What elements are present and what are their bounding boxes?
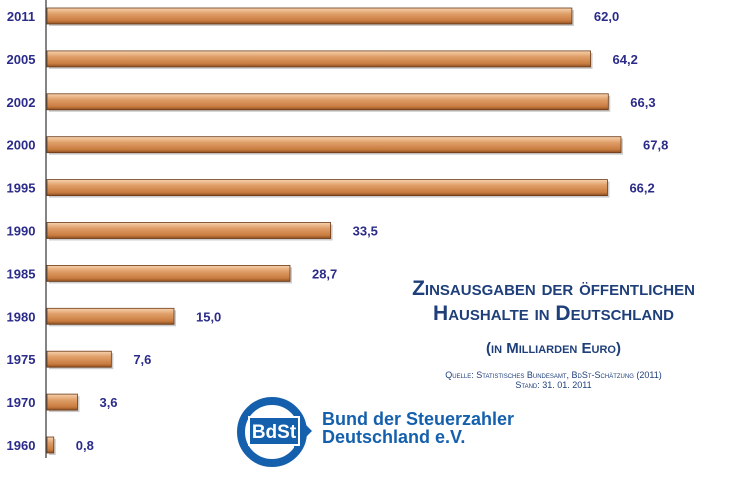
org-line-1: Bund der Steuerzahler xyxy=(322,409,515,429)
category-label: 2000 xyxy=(7,138,36,153)
bar xyxy=(46,7,573,25)
source-note: Quelle: Statistisches Bundesamt, BdSt-Sc… xyxy=(445,370,662,380)
bar xyxy=(46,393,78,411)
data-label: 62,0 xyxy=(594,9,619,24)
data-label: 66,2 xyxy=(629,181,654,196)
category-label: 1980 xyxy=(7,309,36,324)
data-label: 28,7 xyxy=(312,266,337,281)
chart-title: Zinsausgaben der öffentlichen Haushalte … xyxy=(412,277,695,325)
data-label: 64,2 xyxy=(613,52,638,67)
bdst-logo: BdSt xyxy=(237,397,312,467)
category-label: 1995 xyxy=(7,181,36,196)
data-label: 33,5 xyxy=(353,224,378,239)
category-label: 1960 xyxy=(7,438,36,453)
category-label: 1970 xyxy=(7,395,36,410)
data-label: 3,6 xyxy=(99,395,117,410)
bar xyxy=(46,50,591,68)
data-label: 15,0 xyxy=(196,309,221,324)
category-label: 1985 xyxy=(7,266,36,281)
data-label: 66,3 xyxy=(630,95,655,110)
category-label: 1990 xyxy=(7,224,36,239)
bar xyxy=(46,222,332,239)
bar xyxy=(46,179,608,197)
date-note: Stand: 31. 01. 2011 xyxy=(515,380,592,390)
category-label: 2005 xyxy=(7,52,36,67)
bar xyxy=(46,264,291,282)
bar xyxy=(46,136,622,154)
bar xyxy=(46,350,112,368)
data-label: 7,6 xyxy=(133,352,151,367)
category-label: 2011 xyxy=(7,9,35,24)
logo-text: BdSt xyxy=(252,422,297,443)
category-label: 1975 xyxy=(7,352,36,367)
bar xyxy=(46,436,55,454)
data-label: 0,8 xyxy=(76,438,94,453)
org-line-2: Deutschland e.V. xyxy=(322,427,466,447)
category-label: 2002 xyxy=(7,95,36,110)
data-label: 67,8 xyxy=(643,138,668,153)
chart-subtitle: (in Milliarden Euro) xyxy=(486,340,621,357)
organization-name: Bund der Steuerzahler Deutschland e.V. xyxy=(322,410,514,446)
bar xyxy=(46,307,175,325)
bar xyxy=(46,93,609,111)
